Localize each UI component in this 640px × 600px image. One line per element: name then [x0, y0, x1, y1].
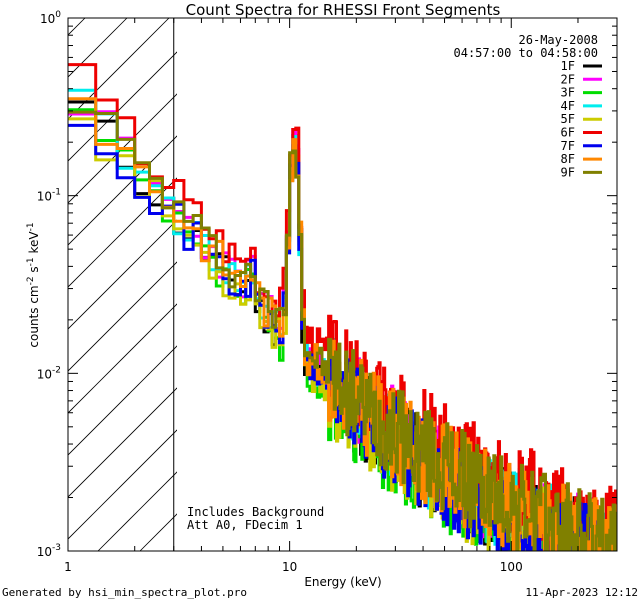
- hatch-line: [68, 429, 177, 540]
- y-tick-label: 10-1: [37, 188, 61, 204]
- legend-label: 3F: [561, 86, 575, 100]
- hatched-excluded-region: [0, 18, 640, 551]
- hatch-line: [97, 471, 177, 551]
- attenuator-note: Att A0, FDecim 1: [187, 518, 303, 532]
- background-note: Includes Background: [187, 505, 324, 519]
- date-annotation: 26-May-2008: [519, 33, 598, 47]
- hatch-line: [0, 18, 1, 551]
- x-tick-label: 100: [500, 560, 523, 574]
- legend-label: 6F: [561, 126, 575, 140]
- hatch-line: [68, 261, 177, 372]
- hatch-line: [68, 177, 177, 288]
- legend-label: 8F: [561, 152, 575, 166]
- chart-title: Count Spectra for RHESSI Front Segments: [186, 1, 501, 19]
- hatch-line: [68, 51, 177, 162]
- hatch-line: [602, 18, 640, 551]
- legend-label: 7F: [561, 139, 575, 153]
- footer-generator: Generated by hsi_min_spectra_plot.pro: [2, 586, 247, 599]
- x-tick-label: 10: [282, 560, 297, 574]
- hatch-line: [68, 93, 177, 204]
- hatch-line: [68, 18, 170, 120]
- footer-timestamp: 11-Apr-2023 12:12: [525, 586, 638, 599]
- x-tick-label: 1: [64, 560, 72, 574]
- legend-label: 4F: [561, 99, 575, 113]
- y-tick-label: 10-2: [37, 365, 61, 381]
- legend-label: 1F: [561, 59, 575, 73]
- time-range-annotation: 04:57:00 to 04:58:00: [454, 46, 599, 60]
- x-axis-label: Energy (keV): [304, 575, 381, 589]
- series-line: [68, 63, 617, 551]
- hatch-line: [0, 18, 43, 551]
- legend-label: 2F: [561, 72, 575, 86]
- plot-frame: [67, 17, 618, 552]
- series-group: [68, 63, 617, 551]
- legend-label: 5F: [561, 112, 575, 126]
- axis-ticks: 1 10 100 10-3 10-2 10-1 100: [37, 10, 618, 574]
- hatch-line: [68, 387, 177, 498]
- legend-label: 9F: [561, 165, 575, 179]
- hatch-line: [68, 18, 128, 78]
- hatch-line: [68, 219, 177, 330]
- y-tick-label: 100: [40, 10, 61, 26]
- hatch-line: [518, 18, 640, 551]
- series-line: [68, 110, 617, 551]
- y-axis-label: counts cm-2 s-1 keV-1: [26, 222, 41, 347]
- y-tick-label: 10-3: [37, 543, 61, 559]
